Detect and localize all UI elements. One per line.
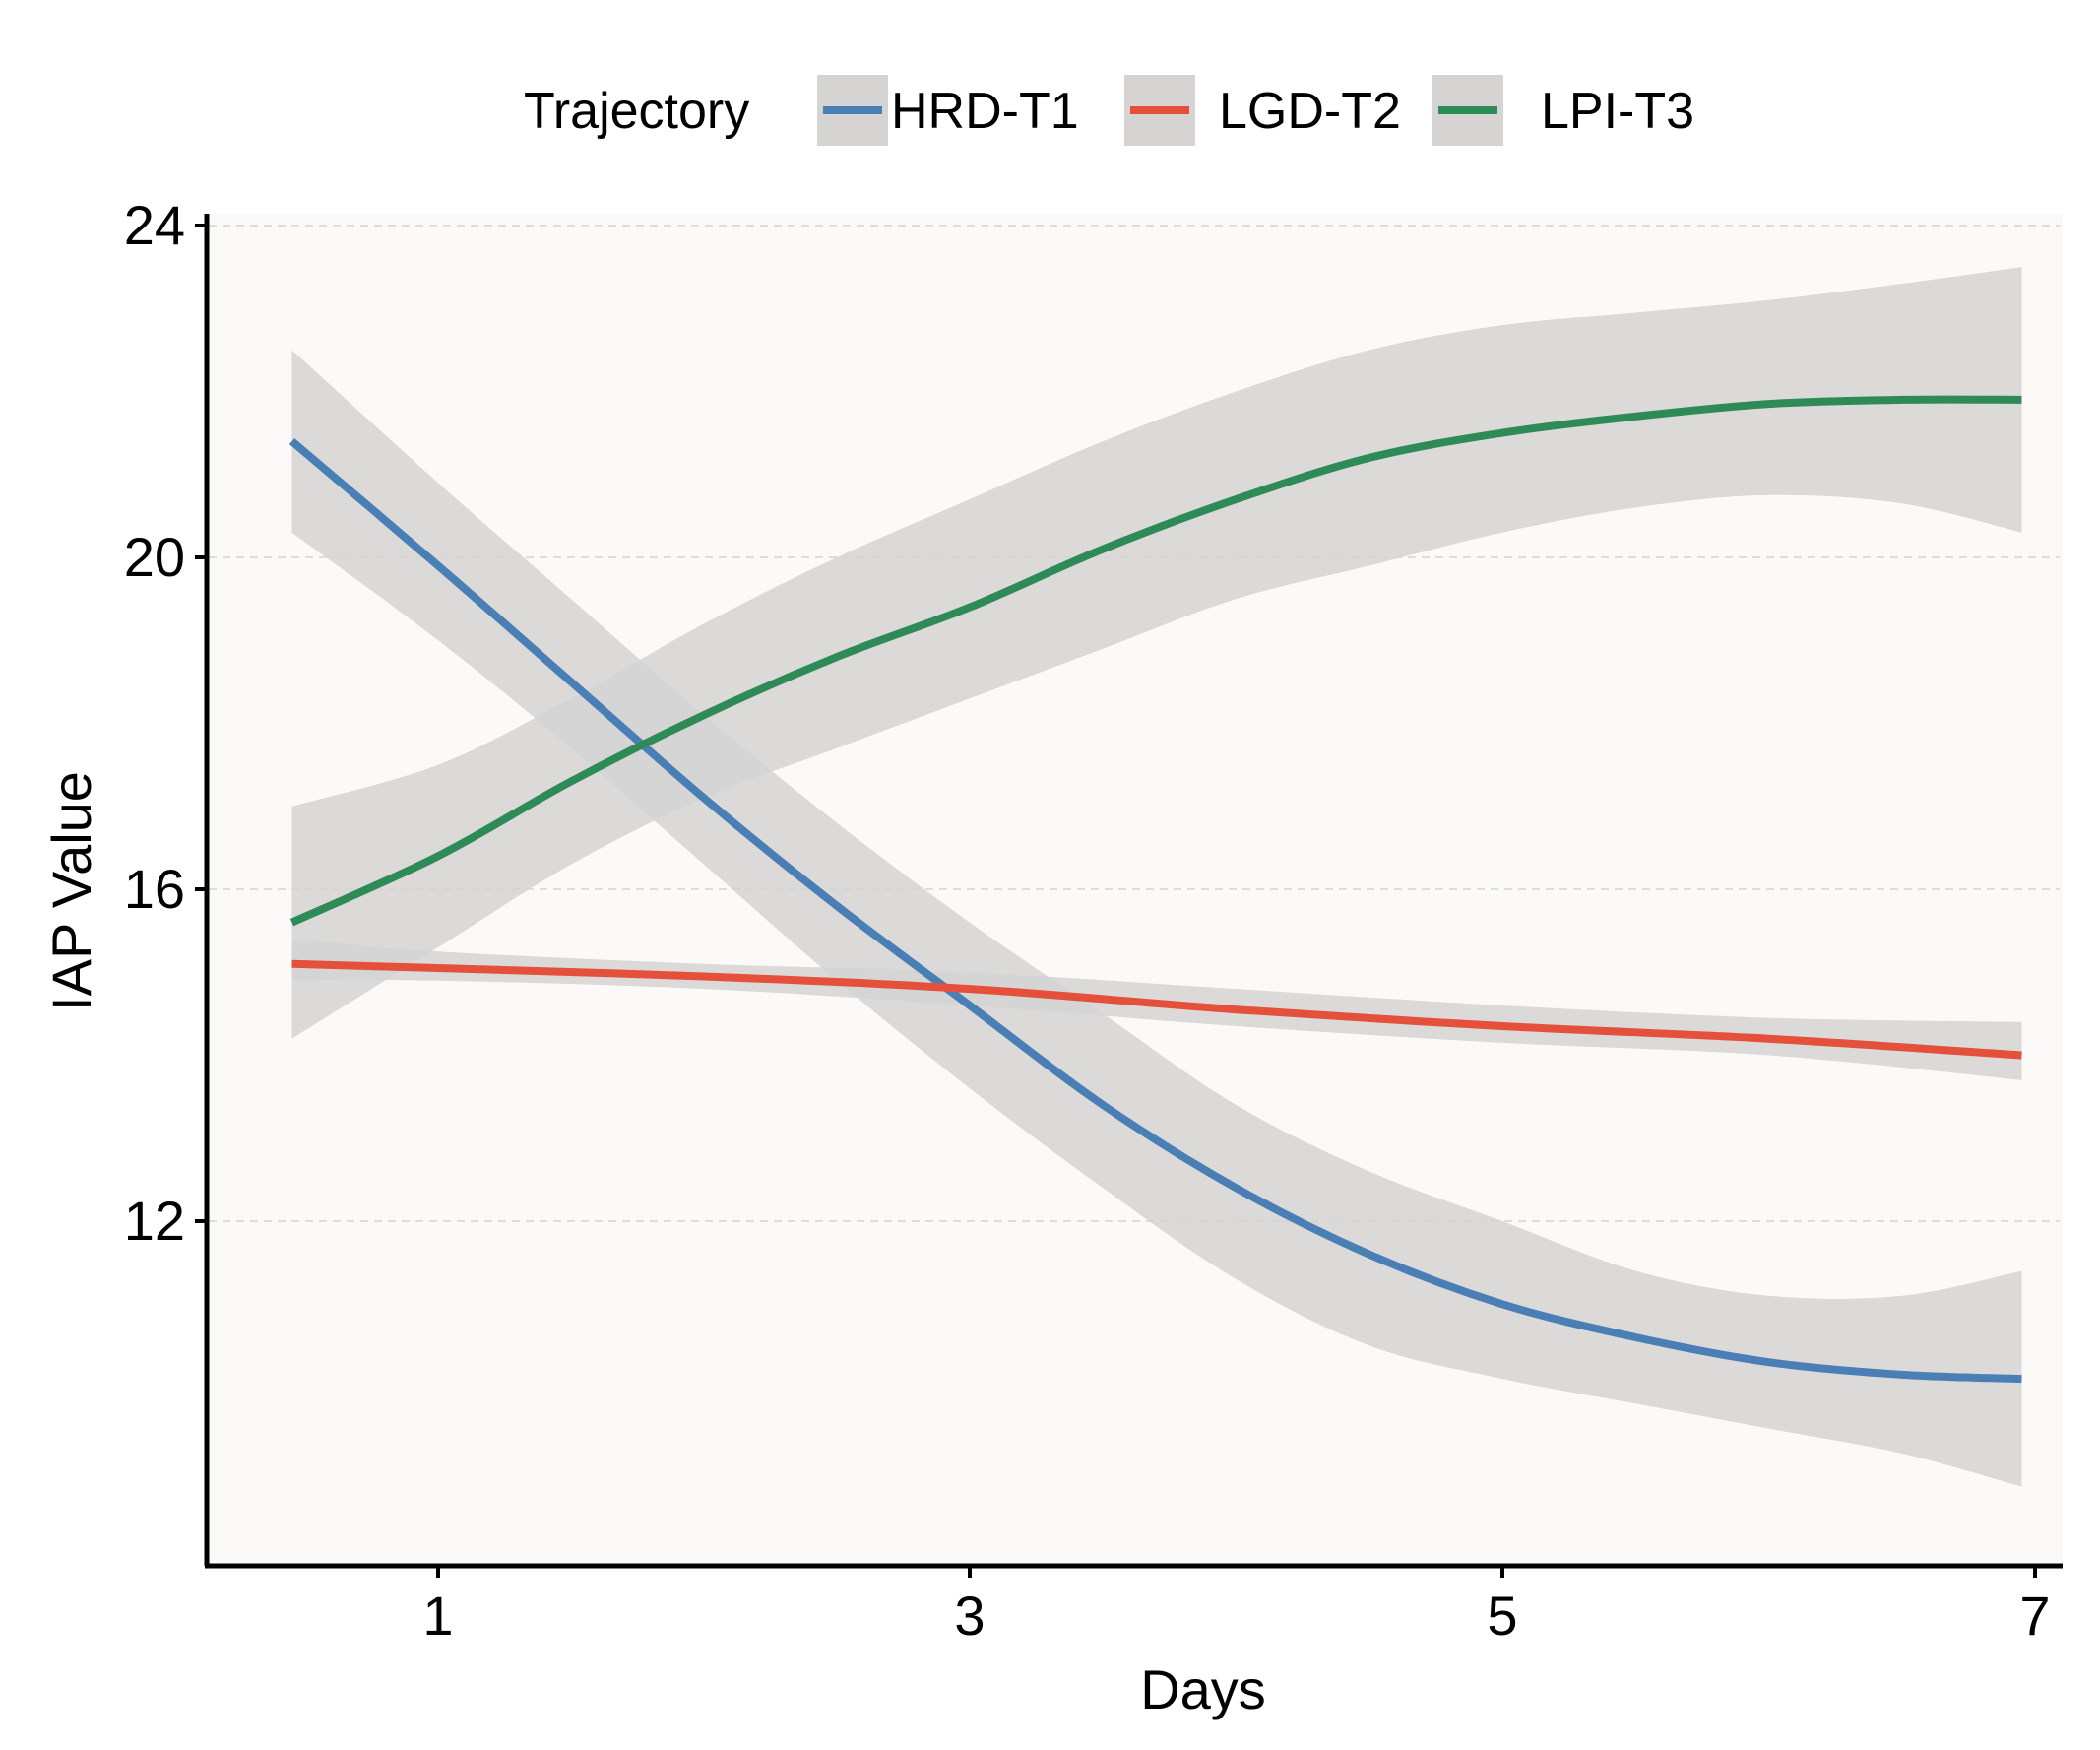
x-tick-label: 5 (1487, 1585, 1517, 1647)
x-tick-label: 1 (422, 1585, 453, 1647)
series-lines (288, 395, 2022, 1384)
y-tick-label: 20 (124, 526, 185, 588)
line-LGD-T2 (291, 959, 2022, 1060)
legend: Trajectory HRD-T1 LGD-T2 LPI-T3 (524, 75, 1694, 146)
legend-label-LPI-T3: LPI-T3 (1541, 83, 1694, 140)
legend-label-LGD-T2: LGD-T2 (1219, 83, 1401, 140)
x-tick-label: 7 (2019, 1585, 2050, 1647)
y-tick-label: 24 (124, 194, 185, 256)
x-axis-ticks: 1 3 5 7 (422, 1566, 2051, 1647)
ribbon-LPI-T3 (291, 267, 2022, 1039)
y-axis-ticks: 12 16 20 24 (124, 194, 207, 1252)
y-tick-label: 16 (124, 858, 185, 920)
x-axis-label: Days (1140, 1658, 1266, 1720)
y-axis-label: IAP Value (40, 771, 102, 1011)
legend-label-HRD-T1: HRD-T1 (891, 83, 1079, 140)
legend-title: Trajectory (524, 83, 749, 140)
line-LPI-T3 (289, 395, 2022, 927)
y-tick-label: 12 (124, 1190, 185, 1252)
line-HRD-T1 (288, 438, 2022, 1384)
x-tick-label: 3 (954, 1585, 985, 1647)
